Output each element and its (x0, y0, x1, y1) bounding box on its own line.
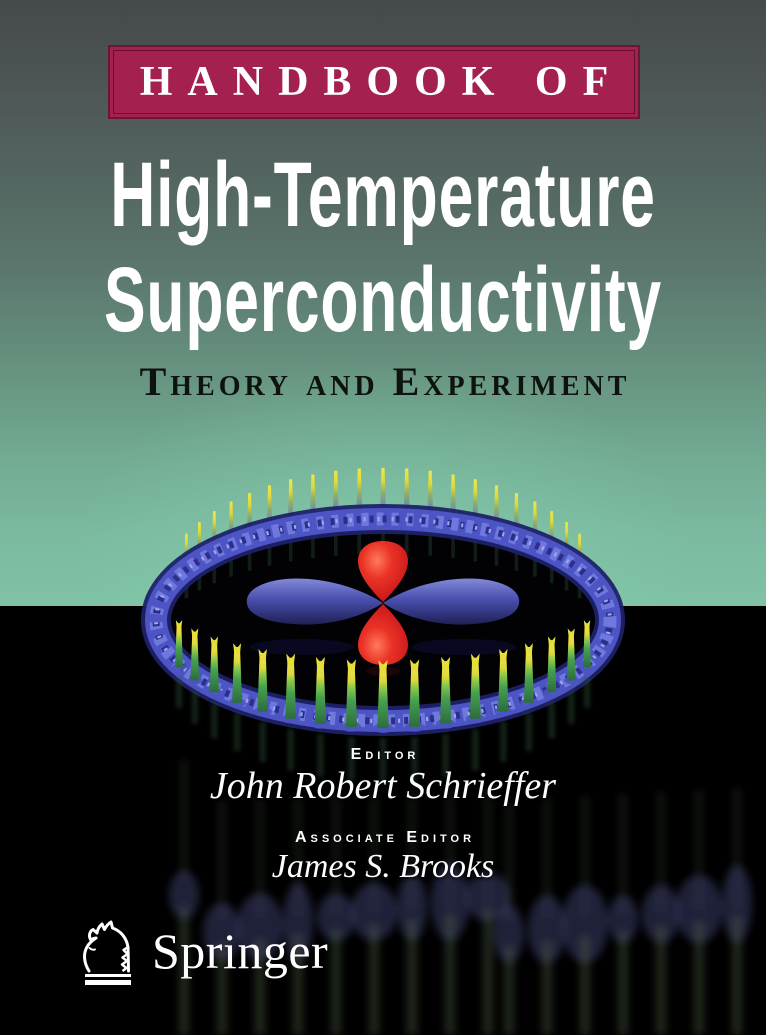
springer-wordmark: Springer (152, 923, 329, 979)
editor-label: Editor (350, 746, 420, 763)
series-banner-label: HANDBOOK OF (139, 59, 624, 105)
associate-editor-name: James S. Brooks (271, 848, 495, 885)
editor-name: John Robert Schrieffer (209, 765, 557, 807)
title-line-1: High-Temperature (110, 142, 656, 247)
title-line-2: Superconductivity (104, 247, 662, 352)
associate-editor-label: Associate Editor (294, 829, 476, 846)
bottom-reflection (169, 760, 752, 1035)
subtitle: Theory and Experiment (139, 359, 631, 404)
series-banner-border (113, 50, 635, 114)
springer-knight-icon (83, 920, 131, 985)
d-wave-orbital (246, 541, 520, 676)
series-banner: HANDBOOK OF (108, 45, 640, 119)
springer-logo: Springer (76, 918, 328, 990)
